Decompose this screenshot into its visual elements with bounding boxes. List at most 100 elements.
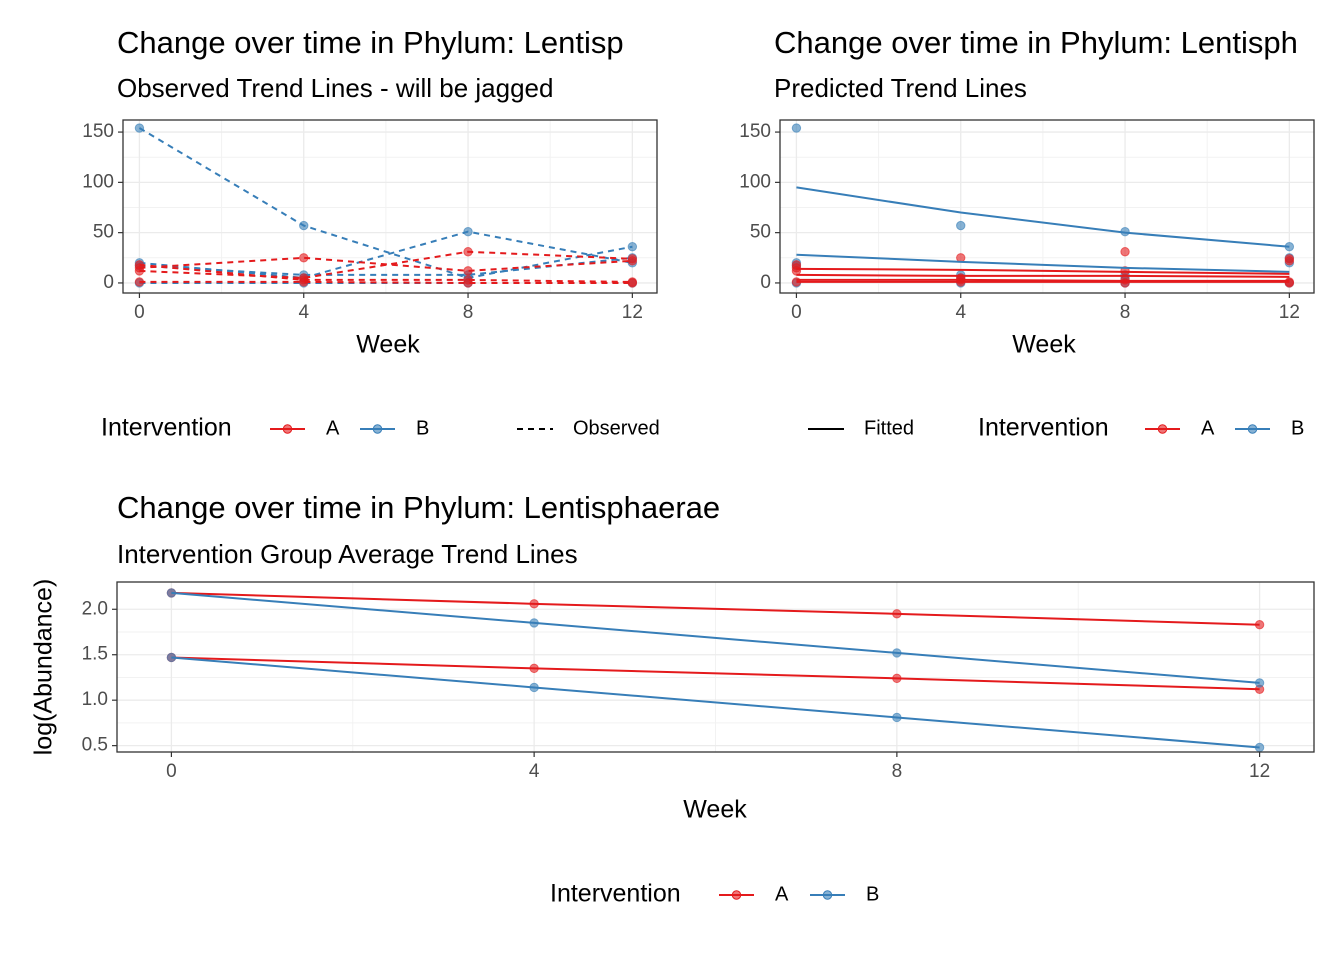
legend-key-point bbox=[372, 424, 383, 434]
x-axis-label: Week bbox=[1012, 331, 1076, 359]
data-point bbox=[791, 260, 802, 270]
y-axis-label: log(Abundance) bbox=[30, 579, 58, 756]
x-tick-label: 8 bbox=[892, 761, 903, 782]
data-point bbox=[627, 242, 638, 252]
data-point bbox=[1254, 678, 1265, 688]
y-tick-label: 0 bbox=[760, 272, 771, 293]
data-point bbox=[1254, 742, 1265, 753]
legend-key-point bbox=[731, 890, 742, 900]
data-point bbox=[1254, 620, 1265, 630]
chart-subtitle: Intervention Group Average Trend Lines bbox=[117, 539, 578, 569]
y-tick-label: 1.5 bbox=[82, 644, 108, 665]
legend-label: A bbox=[326, 417, 340, 439]
series-line bbox=[796, 278, 1290, 282]
x-axis-label: Week bbox=[683, 796, 747, 824]
chart-title: Change over time in Phylum: Lentisphaera… bbox=[117, 490, 720, 525]
data-point bbox=[463, 266, 473, 276]
x-tick-label: 8 bbox=[1120, 302, 1131, 323]
legend-key-point bbox=[1157, 424, 1168, 434]
y-tick-label: 150 bbox=[739, 121, 771, 142]
series-line bbox=[139, 280, 633, 284]
data-point bbox=[529, 618, 539, 628]
y-tick-label: 0 bbox=[103, 272, 114, 293]
data-point bbox=[529, 599, 539, 609]
data-point bbox=[463, 275, 473, 285]
legend-label: B bbox=[1291, 417, 1304, 439]
data-point bbox=[166, 652, 177, 663]
data-point bbox=[892, 673, 902, 684]
plot-border bbox=[116, 581, 1315, 753]
series-line bbox=[796, 273, 1290, 278]
data-point bbox=[463, 226, 473, 237]
chart-title: Change over time in Phylum: Lentisph bbox=[774, 25, 1298, 60]
data-point bbox=[463, 247, 473, 257]
data-point bbox=[627, 277, 638, 287]
legend-label: Fitted bbox=[864, 417, 914, 439]
data-point bbox=[134, 260, 145, 270]
legend-label: A bbox=[1201, 417, 1215, 439]
chart-subtitle: Observed Trend Lines - will be jagged bbox=[117, 73, 553, 103]
legend-title: Intervention bbox=[550, 880, 681, 908]
series-line bbox=[796, 253, 1290, 273]
x-tick-label: 4 bbox=[955, 302, 966, 323]
y-tick-label: 100 bbox=[82, 171, 114, 192]
plot-background bbox=[780, 120, 1314, 293]
y-tick-label: 50 bbox=[93, 222, 114, 243]
data-point bbox=[529, 682, 539, 693]
series-line bbox=[171, 656, 1260, 749]
legend-label: Observed bbox=[573, 417, 660, 439]
chart-subtitle: Predicted Trend Lines bbox=[774, 73, 1027, 103]
data-point bbox=[529, 663, 539, 674]
data-point bbox=[1284, 254, 1295, 264]
plot-border bbox=[122, 119, 658, 294]
x-tick-label: 0 bbox=[791, 302, 802, 323]
chart-title: Change over time in Phylum: Lentisp bbox=[117, 25, 624, 60]
y-tick-label: 0.5 bbox=[82, 735, 108, 756]
y-tick-label: 2.0 bbox=[82, 598, 108, 619]
y-tick-label: 50 bbox=[750, 222, 771, 243]
plot-border bbox=[779, 119, 1315, 294]
data-point bbox=[627, 254, 638, 264]
legend-title: Intervention bbox=[978, 414, 1109, 442]
legend-title: Intervention bbox=[101, 414, 232, 442]
data-point bbox=[134, 123, 145, 133]
series-line bbox=[796, 186, 1290, 248]
x-tick-label: 4 bbox=[529, 761, 540, 782]
data-point bbox=[299, 275, 309, 285]
x-tick-label: 4 bbox=[298, 302, 309, 323]
series-line bbox=[138, 127, 633, 279]
data-point bbox=[892, 609, 902, 619]
data-point bbox=[892, 648, 902, 658]
data-point bbox=[892, 712, 902, 723]
data-point bbox=[1120, 247, 1130, 257]
data-point bbox=[134, 277, 145, 287]
legend-key-point bbox=[822, 890, 833, 900]
series-line bbox=[139, 250, 633, 279]
x-tick-label: 0 bbox=[134, 302, 145, 323]
x-tick-label: 12 bbox=[622, 302, 643, 323]
y-tick-label: 1.0 bbox=[82, 689, 108, 710]
legend-label: B bbox=[866, 883, 879, 905]
series-line bbox=[171, 591, 1260, 684]
x-tick-label: 12 bbox=[1249, 761, 1270, 782]
series-line bbox=[796, 267, 1290, 275]
plot-background bbox=[123, 120, 657, 293]
legend-label: B bbox=[416, 417, 429, 439]
series-line bbox=[171, 656, 1260, 691]
x-axis-label: Week bbox=[356, 331, 420, 359]
y-tick-label: 100 bbox=[739, 171, 771, 192]
data-point bbox=[956, 220, 966, 231]
data-point bbox=[299, 220, 309, 231]
x-tick-label: 8 bbox=[463, 302, 474, 323]
series-line bbox=[139, 263, 633, 283]
data-point bbox=[791, 123, 802, 133]
series-line bbox=[171, 591, 1260, 626]
data-point bbox=[299, 253, 309, 263]
data-point bbox=[166, 588, 177, 598]
legend-label: A bbox=[775, 883, 789, 905]
y-tick-label: 150 bbox=[82, 121, 114, 142]
x-tick-label: 12 bbox=[1279, 302, 1300, 323]
legend-key-point bbox=[1247, 424, 1258, 434]
x-tick-label: 0 bbox=[166, 761, 177, 782]
